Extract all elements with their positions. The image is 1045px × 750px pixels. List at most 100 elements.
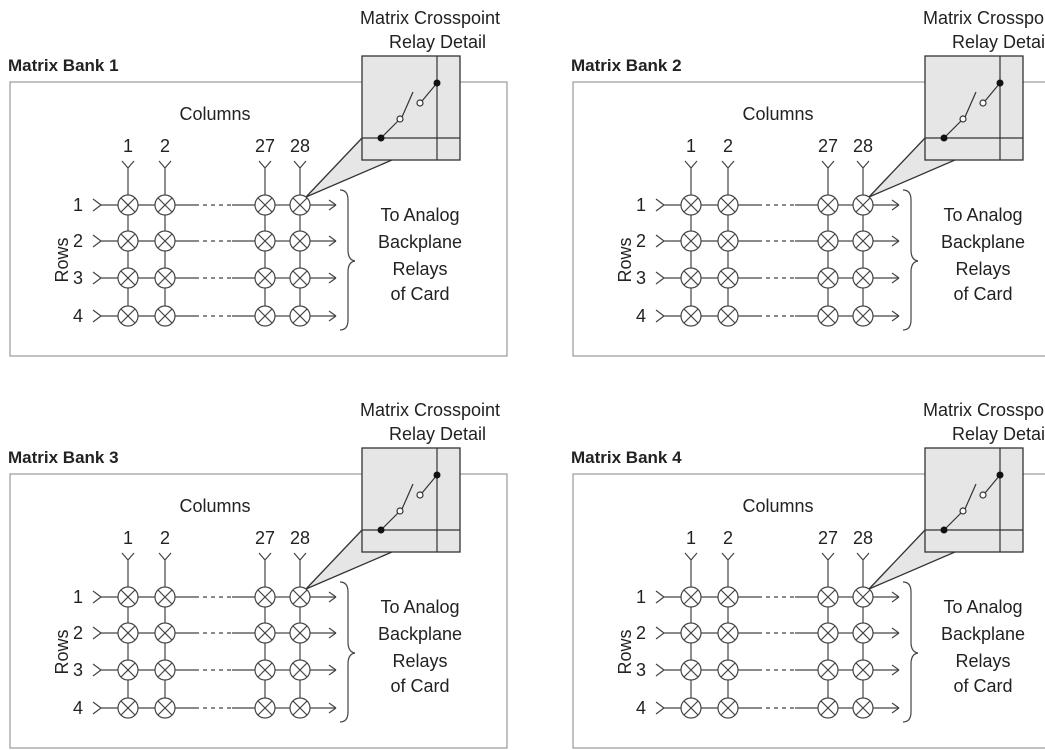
row-output-arrow (891, 235, 900, 242)
crosspoint-x (720, 700, 736, 716)
detail-node (433, 79, 441, 87)
column-input-fork (684, 552, 692, 561)
crosspoint-x (683, 308, 699, 324)
crosspoint-x (292, 270, 308, 286)
crosspoint-x (292, 197, 308, 213)
crosspoint-x (683, 662, 699, 678)
column-input-fork (856, 552, 864, 561)
crosspoint-x (820, 233, 836, 249)
column-input-fork (690, 160, 698, 169)
column-input-fork (827, 160, 835, 169)
crosspoint-x (292, 308, 308, 324)
row-output-arrow (328, 591, 337, 598)
crosspoint-x (855, 700, 871, 716)
crosspoint-x (720, 662, 736, 678)
crosspoint-x (120, 270, 136, 286)
output-label-line1: To Analog (943, 205, 1022, 225)
row-output-arrow (891, 669, 900, 676)
output-label-line2: Backplane (941, 232, 1025, 252)
output-label-line3: Relays (392, 651, 447, 671)
crosspoint-x (855, 233, 871, 249)
row-output-arrow (891, 664, 900, 671)
column-number: 2 (160, 136, 170, 156)
column-input-fork (821, 160, 829, 169)
output-label-line1: To Analog (380, 205, 459, 225)
detail-label-line1: Matrix Crosspoint (923, 8, 1045, 28)
detail-node (433, 471, 441, 479)
row-input-fork (655, 632, 665, 640)
crosspoint-x (292, 700, 308, 716)
column-number: 1 (123, 528, 133, 548)
row-output-arrow (891, 240, 900, 247)
row-input-fork (655, 240, 665, 248)
output-label-line4: of Card (390, 676, 449, 696)
column-number: 27 (818, 136, 838, 156)
row-number: 3 (73, 660, 83, 680)
crosspoint-x (120, 308, 136, 324)
detail-contact (959, 507, 967, 515)
detail-box (924, 55, 1024, 161)
bank-title: Matrix Bank 3 (8, 448, 119, 467)
output-brace (902, 189, 919, 331)
crosspoint-x (120, 589, 136, 605)
detail-label-line1: Matrix Crosspoint (360, 400, 500, 420)
row-output-arrow (891, 199, 900, 206)
detail-label-line2: Relay Detail (389, 32, 486, 52)
crosspoint-x (683, 197, 699, 213)
row-input-fork (92, 309, 102, 317)
crosspoint-x (120, 197, 136, 213)
row-output-arrow (891, 591, 900, 598)
row-output-arrow (891, 707, 900, 714)
crosspoint-x (820, 308, 836, 324)
detail-label-line2: Relay Detail (952, 32, 1045, 52)
row-output-arrow (328, 315, 337, 322)
row-number: 2 (73, 623, 83, 643)
detail-switch-blade (401, 91, 414, 118)
output-label-line1: To Analog (380, 597, 459, 617)
row-output-arrow (328, 310, 337, 317)
column-input-fork (264, 552, 272, 561)
row-output-arrow (328, 702, 337, 709)
rows-label: Rows (52, 237, 72, 282)
column-number: 27 (255, 528, 275, 548)
crosspoint-x (683, 270, 699, 286)
row-number: 2 (636, 231, 646, 251)
crosspoint-x (157, 662, 173, 678)
row-input-fork (655, 669, 665, 677)
crosspoint-x (855, 662, 871, 678)
detail-contact (396, 115, 404, 123)
detail-label-line1: Matrix Crosspoint (360, 8, 500, 28)
column-input-fork (127, 552, 135, 561)
crosspoint-x (720, 233, 736, 249)
column-number: 27 (255, 136, 275, 156)
row-number: 1 (636, 195, 646, 215)
column-number: 2 (723, 136, 733, 156)
row-output-arrow (328, 669, 337, 676)
column-input-fork (856, 160, 864, 169)
detail-switch-lead (984, 474, 1001, 494)
column-input-fork (158, 552, 166, 561)
matrix-bank-2: Matrix Bank 2 Matrix Crosspoint Relay Deta… (571, 8, 1045, 357)
detail-switch-lead (943, 120, 962, 139)
crosspoint-x (257, 308, 273, 324)
output-brace (902, 581, 919, 723)
row-output-arrow (891, 272, 900, 279)
row-output-arrow (891, 277, 900, 284)
crosspoint-x (257, 662, 273, 678)
crosspoint-x (855, 270, 871, 286)
column-input-fork (862, 552, 870, 561)
detail-switch-lead (421, 474, 438, 494)
row-output-arrow (891, 632, 900, 639)
row-input-fork (92, 626, 102, 634)
output-label-line2: Backplane (378, 624, 462, 644)
row-output-arrow (328, 277, 337, 284)
row-input-fork (655, 277, 665, 285)
row-number: 4 (73, 698, 83, 718)
detail-node (377, 526, 385, 534)
crosspoint-x (720, 625, 736, 641)
detail-node (940, 134, 948, 142)
row-input-fork (655, 234, 665, 242)
column-input-fork (827, 552, 835, 561)
output-label-line2: Backplane (378, 232, 462, 252)
output-brace (339, 189, 356, 331)
